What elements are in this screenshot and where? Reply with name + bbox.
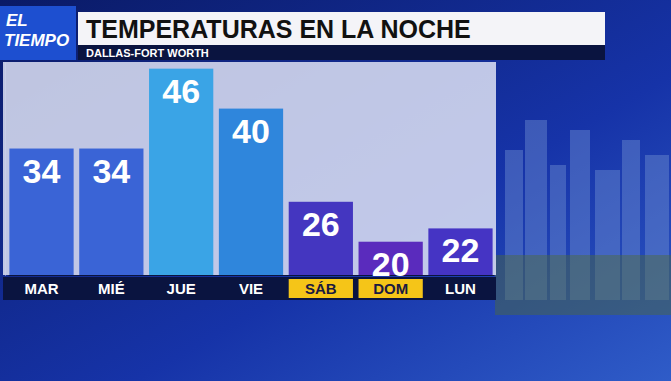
y-axis [5,63,6,276]
x-axis-line [9,275,495,276]
x-tick: VIE [239,275,263,297]
x-tick-label: MAR [24,280,58,297]
bars [9,69,492,275]
skyline [495,120,671,315]
x-tick-label: JUE [167,280,196,297]
data-label: 34 [23,152,61,190]
data-label: 26 [302,205,340,243]
bar [79,149,143,275]
weekend-highlight [289,279,353,298]
data-label: 20 [372,245,410,283]
logo: ELTIEMPO [0,6,76,60]
bar [289,202,353,275]
bar [9,149,73,275]
data-label: 22 [442,231,480,269]
x-tick-label: MIÉ [98,280,125,297]
logo-text: TIEMPO [4,31,69,50]
x-tick-label: SÁB [305,280,337,297]
title: TEMPERATURAS EN LA NOCHE [86,15,471,43]
data-label: 34 [92,152,130,190]
trees [495,255,671,315]
subtitle-bar [78,45,605,60]
bar [219,109,283,275]
x-axis: MARMIÉJUEVIESÁBDOMLUN [9,275,495,297]
category-strip [3,277,496,300]
x-tick: LUN [445,275,476,297]
chart-root: ELTIEMPO TEMPERATURAS EN LA NOCHE DALLAS-F… [0,0,671,381]
data-label: 46 [162,72,200,110]
title-bar [78,12,605,45]
x-tick: SÁB [305,275,337,297]
x-tick-label: LUN [445,280,476,297]
category-strip-bg [3,277,496,300]
logo-box [0,6,76,60]
background [0,0,671,381]
logo-text: EL [6,11,28,30]
data-labels: 34 34 46 40 26 20 22 [23,72,480,283]
x-tick: MAR [24,275,58,297]
y-axis-line [5,63,6,276]
plot-panel [3,62,496,275]
bar [149,69,213,275]
x-tick: MIÉ [98,275,125,297]
bar [428,228,492,275]
subtitle: DALLAS-FORT WORTH [86,47,209,59]
x-tick: JUE [167,275,196,297]
data-label: 40 [232,112,270,150]
x-tick-label: VIE [239,280,263,297]
